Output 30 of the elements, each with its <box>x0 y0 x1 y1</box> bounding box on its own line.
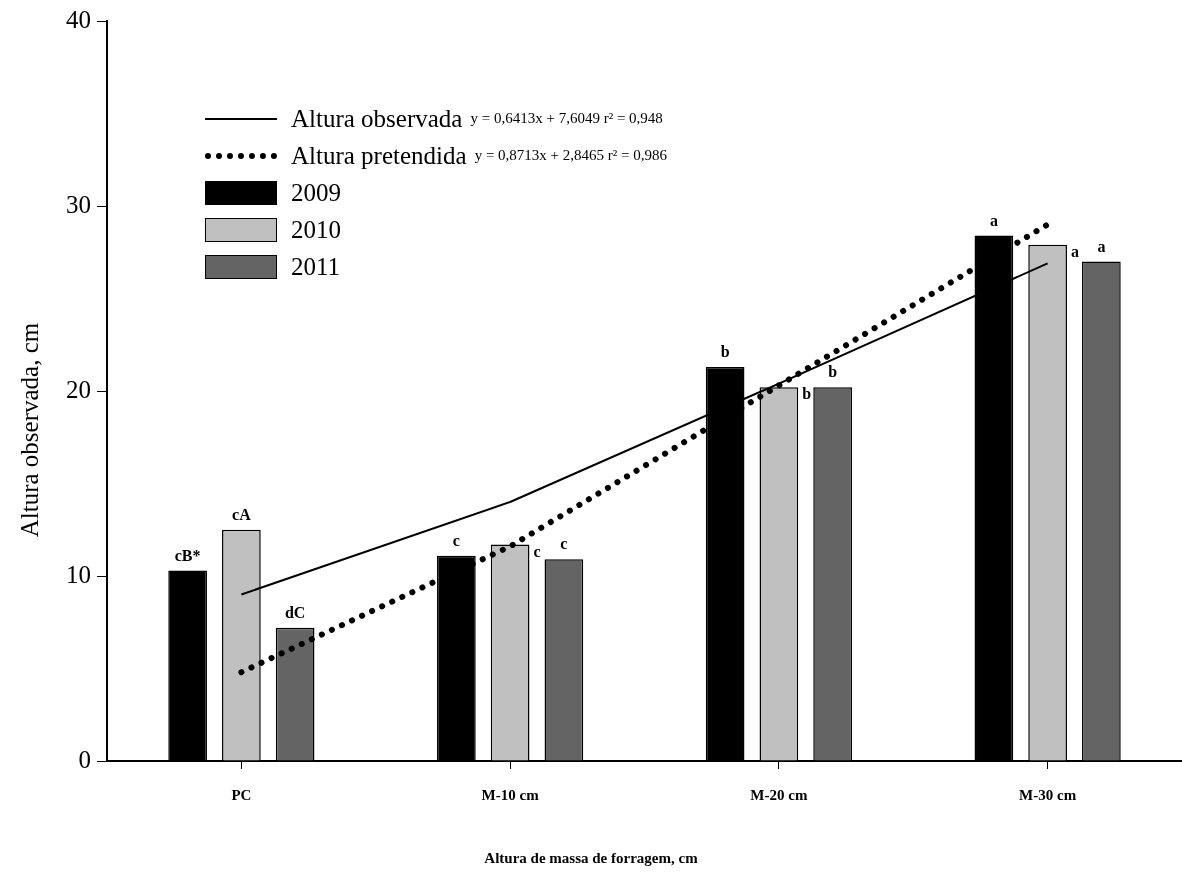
data-label: c <box>533 542 541 560</box>
data-label: b <box>720 343 730 361</box>
data-label: a <box>1070 242 1079 260</box>
x-tick-label: M-30 cm <box>1019 786 1077 803</box>
data-label: b <box>802 385 812 403</box>
legend-label: Altura pretendida <box>291 141 467 170</box>
y-tick-label: 20 <box>66 375 91 403</box>
data-label: a <box>989 211 998 229</box>
data-label: cA <box>232 505 252 523</box>
legend-label: 2009 <box>291 178 341 207</box>
legend-label: Altura observada <box>291 104 463 133</box>
x-axis-title: Altura de massa de forragem, cm <box>483 850 699 867</box>
y-tick-label: 0 <box>78 745 91 773</box>
legend-label: 2011 <box>291 252 341 281</box>
data-label: c <box>560 535 568 553</box>
x-tick-label: PC <box>231 786 252 803</box>
data-label: cB* <box>174 546 201 564</box>
x-tick-label: M-10 cm <box>481 786 540 803</box>
annotation: y = 0,8713x + 2,8465 r² = 0,986 <box>474 147 667 164</box>
y-tick-label: 10 <box>66 560 91 588</box>
data-label: a <box>1097 237 1106 255</box>
annotation: y = 0,6413x + 7,6049 r² = 0,948 <box>470 110 663 127</box>
y-tick-label: 30 <box>66 190 91 218</box>
x-tick-label: M-20 cm <box>750 786 808 803</box>
y-axis-title: Altura observada, cm <box>16 322 44 538</box>
data-label: c <box>452 531 460 549</box>
legend-label: 2010 <box>291 215 341 244</box>
y-tick-label: 40 <box>66 5 91 33</box>
data-label: b <box>828 363 838 381</box>
data-label: dC <box>284 603 306 621</box>
